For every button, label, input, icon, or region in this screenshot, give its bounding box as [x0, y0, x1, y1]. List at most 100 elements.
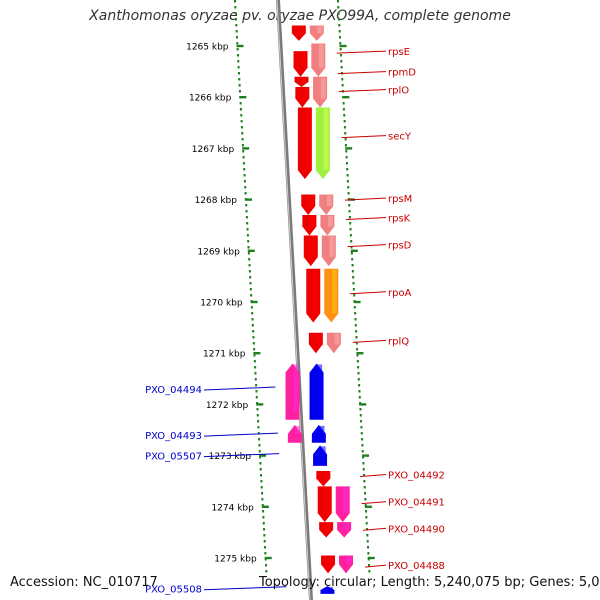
gene-label: PXO_04492: [388, 471, 445, 482]
ruler-tick: [242, 147, 250, 150]
gene-arrow-shine: [302, 77, 308, 82]
gene-arrow: [316, 470, 331, 487]
ruler-dot: [364, 492, 367, 495]
ruler-dot: [337, 18, 340, 21]
ruler-dot: [346, 180, 349, 183]
ruler-dot: [245, 216, 248, 219]
ruler-dot: [254, 378, 257, 381]
gene-arrow-shine: [329, 236, 335, 258]
gene-arrow: [320, 214, 335, 236]
gene-arrow: [295, 86, 310, 108]
ruler-dot: [255, 396, 258, 399]
ruler-dot: [360, 426, 363, 429]
ruler-dot: [248, 270, 251, 273]
label-leader-line: [338, 89, 387, 93]
gene-arrow: [320, 586, 335, 594]
genome-backbone: [276, 0, 313, 600]
ruler-dot: [368, 570, 371, 573]
gene-label: secY: [388, 132, 412, 143]
ruler-dot: [247, 252, 250, 255]
ruler-dot: [246, 234, 249, 237]
gene-arrow-shine: [313, 269, 319, 314]
gene-arrow: [317, 486, 332, 523]
ruler-tick: [342, 96, 350, 99]
gene-arrow-shine: [303, 87, 308, 99]
ruler-dot: [337, 0, 339, 3]
gene-arrow-shine: [320, 446, 326, 457]
gene-arrow-shine: [311, 236, 317, 258]
ruler-dot: [345, 150, 348, 153]
gene-arrow: [306, 268, 321, 323]
ruler-dot: [353, 294, 356, 297]
ruler-tick: [345, 147, 353, 150]
ruler-dot: [354, 318, 357, 321]
ruler-tick-label: 1269 kbp: [197, 247, 240, 257]
ruler-dot: [263, 528, 266, 531]
ruler-dot: [241, 132, 244, 135]
ruler-tick-label: 1266 kbp: [189, 94, 232, 104]
gene-label: rpsM: [388, 194, 412, 205]
ruler-dot: [249, 282, 252, 285]
ruler-dot: [240, 120, 243, 123]
ruler-dot: [243, 180, 246, 183]
ruler-dot: [347, 192, 350, 195]
ruler-dot: [354, 324, 357, 327]
ruler-dot: [346, 174, 349, 177]
ruler-dot: [257, 426, 260, 429]
ruler-dot: [363, 474, 366, 477]
ruler-dot: [350, 246, 353, 249]
ruler-dot: [365, 510, 368, 513]
ruler-dot: [242, 162, 245, 165]
ruler-dot: [339, 48, 342, 51]
gene-label: rplO: [388, 86, 409, 97]
ruler-tick: [253, 352, 261, 355]
gene-arrow: [319, 522, 334, 538]
ruler-dot: [263, 534, 266, 537]
gene-arrow: [309, 363, 324, 420]
ruler-dot: [246, 222, 249, 225]
ruler-dot: [254, 372, 257, 375]
gene-arrow-shine: [323, 108, 329, 171]
ruler-dot: [349, 234, 352, 237]
gene-arrow-shine: [324, 471, 329, 479]
ruler-dot: [343, 120, 346, 123]
ruler-dot: [258, 438, 261, 441]
ruler-dot: [240, 114, 243, 117]
ruler-dot: [243, 168, 246, 171]
gene-label: rpsK: [388, 214, 411, 225]
gene-arrow: [311, 43, 326, 77]
gene-arrow: [321, 235, 336, 267]
gene-features: [285, 25, 354, 594]
gene-label: PXO_04493: [145, 431, 202, 442]
ruler-dot: [364, 498, 367, 501]
ruler-dot: [365, 522, 368, 525]
ruler-dot: [359, 414, 362, 417]
ruler-dot: [355, 330, 358, 333]
gene-arrow: [313, 76, 328, 108]
ruler-dot: [342, 108, 345, 111]
gene-label: rplQ: [388, 336, 409, 347]
gene-label: PXO_05508: [145, 585, 202, 596]
ruler-dot: [234, 12, 237, 15]
gene-arrow: [311, 424, 326, 443]
ruler-dot: [338, 30, 341, 33]
ruler-dot: [262, 516, 265, 519]
ruler-dot: [253, 354, 256, 357]
ruler-dot: [363, 486, 366, 489]
ruler-dot: [245, 210, 248, 213]
gene-arrow-body: [287, 424, 302, 443]
label-leader-line: [360, 474, 387, 478]
ruler-dot: [368, 564, 371, 567]
label-leader-line: [344, 197, 387, 201]
gene-arrow-shine: [319, 44, 324, 68]
ruler-dot: [259, 468, 262, 471]
ruler-dot: [251, 324, 254, 327]
ruler-dot: [362, 462, 365, 465]
ruler-dot: [362, 468, 365, 471]
ruler-tick-label: 1273 kbp: [209, 452, 252, 462]
ruler-tick: [356, 352, 364, 355]
ruler-dot: [341, 84, 344, 87]
ruler-tick: [353, 300, 361, 304]
ruler-dot: [345, 162, 348, 165]
ruler-dot: [239, 102, 242, 105]
